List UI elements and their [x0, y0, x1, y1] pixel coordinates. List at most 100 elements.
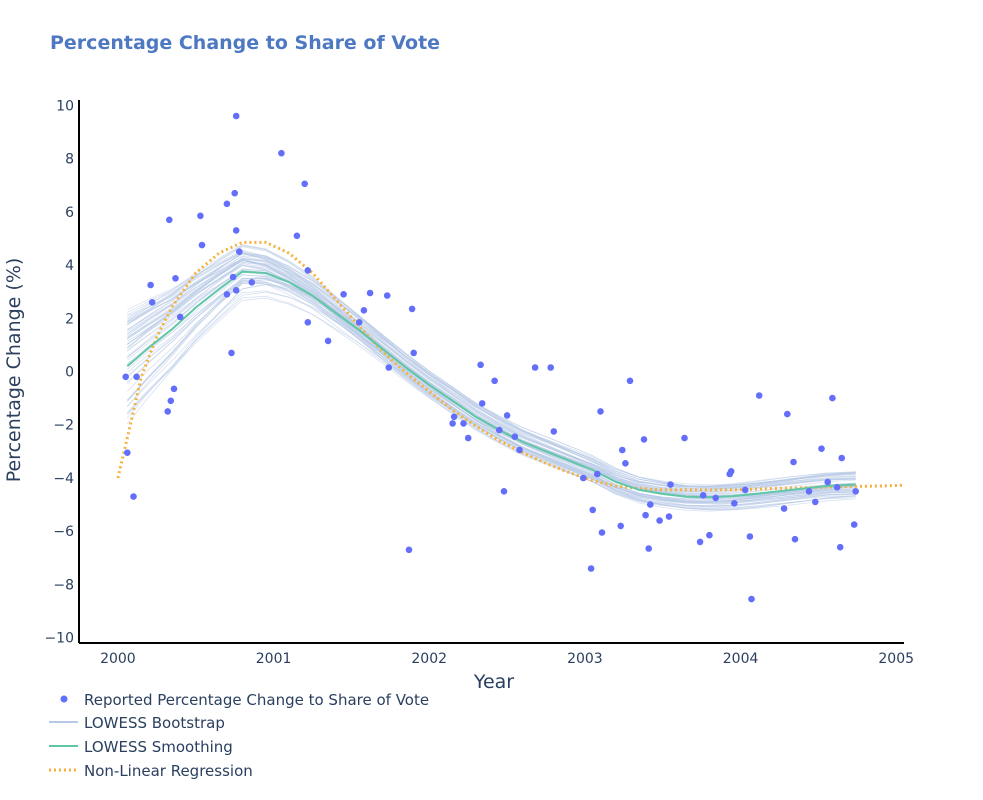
data-point[interactable] — [755, 392, 763, 399]
data-point[interactable] — [496, 426, 503, 434]
data-point[interactable] — [699, 492, 707, 499]
data-point[interactable] — [228, 349, 235, 357]
data-point[interactable] — [304, 319, 312, 326]
data-point[interactable] — [478, 400, 486, 407]
data-point[interactable] — [511, 433, 519, 441]
legend-item-lowess[interactable]: LOWESS Smoothing — [49, 738, 233, 756]
data-point[interactable] — [852, 488, 859, 495]
data-point[interactable] — [818, 445, 825, 453]
data-point[interactable] — [746, 533, 754, 540]
data-point[interactable] — [681, 434, 688, 442]
data-point[interactable] — [642, 511, 649, 519]
data-point[interactable] — [626, 377, 634, 385]
data-point[interactable] — [383, 292, 391, 299]
data-point[interactable] — [812, 498, 819, 506]
data-point[interactable] — [531, 364, 539, 371]
data-point[interactable] — [301, 180, 309, 188]
data-point[interactable] — [122, 373, 129, 381]
data-point[interactable] — [232, 227, 240, 234]
data-point[interactable] — [293, 232, 301, 240]
data-point[interactable] — [784, 410, 791, 418]
data-point[interactable] — [229, 273, 237, 281]
data-point[interactable] — [410, 349, 418, 357]
data-point[interactable] — [731, 500, 738, 507]
data-point[interactable] — [324, 337, 332, 345]
data-point[interactable] — [594, 470, 601, 478]
data-point[interactable] — [477, 361, 484, 369]
data-point[interactable] — [278, 149, 285, 157]
legend-item-bootstrap[interactable]: LOWESS Bootstrap — [49, 714, 225, 732]
data-point[interactable] — [232, 287, 240, 294]
data-point[interactable] — [667, 481, 674, 488]
data-point[interactable] — [748, 595, 755, 603]
data-point[interactable] — [147, 281, 154, 289]
data-point[interactable] — [166, 216, 173, 224]
data-point[interactable] — [167, 397, 175, 405]
legend-item-regression[interactable]: Non-Linear Regression — [49, 762, 253, 780]
data-point[interactable] — [164, 408, 171, 415]
data-point[interactable] — [133, 373, 140, 381]
data-point[interactable] — [172, 275, 179, 282]
data-point[interactable] — [460, 420, 467, 427]
data-point[interactable] — [645, 545, 652, 552]
data-point[interactable] — [223, 200, 231, 208]
data-point[interactable] — [850, 521, 858, 528]
data-point[interactable] — [622, 460, 629, 467]
data-point[interactable] — [405, 546, 413, 554]
data-point[interactable] — [829, 394, 836, 402]
data-point[interactable] — [647, 501, 654, 508]
data-point[interactable] — [580, 474, 587, 482]
data-point[interactable] — [780, 505, 788, 512]
data-point[interactable] — [449, 420, 456, 427]
data-point[interactable] — [464, 434, 472, 442]
data-point[interactable] — [712, 494, 719, 502]
data-point[interactable] — [148, 299, 156, 306]
data-point[interactable] — [223, 291, 231, 298]
data-point[interactable] — [696, 538, 704, 546]
data-point[interactable] — [550, 428, 558, 435]
data-point[interactable] — [130, 493, 137, 500]
data-point[interactable] — [656, 517, 663, 524]
data-point[interactable] — [231, 189, 238, 197]
data-point[interactable] — [597, 408, 604, 415]
data-point[interactable] — [617, 522, 624, 530]
data-point[interactable] — [833, 484, 841, 491]
data-point[interactable] — [248, 279, 256, 286]
data-point[interactable] — [355, 319, 363, 326]
data-point[interactable] — [360, 307, 368, 314]
data-point[interactable] — [170, 385, 178, 393]
data-point[interactable] — [385, 364, 393, 371]
data-point[interactable] — [236, 248, 243, 255]
data-point[interactable] — [741, 486, 749, 494]
data-point[interactable] — [408, 305, 416, 313]
data-point[interactable] — [491, 377, 498, 385]
data-point[interactable] — [824, 478, 831, 486]
data-point[interactable] — [198, 241, 206, 249]
legend-item-points[interactable]: Reported Percentage Change to Share of V… — [60, 691, 430, 709]
data-point[interactable] — [727, 468, 735, 475]
data-point[interactable] — [197, 212, 204, 220]
data-point[interactable] — [706, 531, 713, 539]
data-point[interactable] — [640, 436, 648, 443]
data-point[interactable] — [790, 458, 797, 466]
data-point[interactable] — [589, 506, 596, 514]
data-point[interactable] — [340, 291, 347, 298]
data-point[interactable] — [176, 313, 184, 321]
data-point[interactable] — [232, 112, 240, 120]
data-point[interactable] — [838, 454, 845, 462]
data-point[interactable] — [450, 413, 458, 421]
data-point[interactable] — [587, 565, 595, 572]
data-point[interactable] — [503, 412, 511, 419]
data-point[interactable] — [304, 267, 312, 274]
data-point[interactable] — [619, 446, 626, 454]
data-point[interactable] — [836, 543, 844, 551]
data-point[interactable] — [665, 513, 673, 520]
data-point[interactable] — [516, 446, 523, 454]
data-point[interactable] — [791, 535, 799, 543]
data-point[interactable] — [500, 488, 508, 495]
data-point[interactable] — [124, 449, 131, 457]
data-point[interactable] — [547, 364, 554, 371]
data-point[interactable] — [366, 289, 374, 297]
data-point[interactable] — [598, 529, 606, 536]
data-point[interactable] — [805, 488, 813, 495]
